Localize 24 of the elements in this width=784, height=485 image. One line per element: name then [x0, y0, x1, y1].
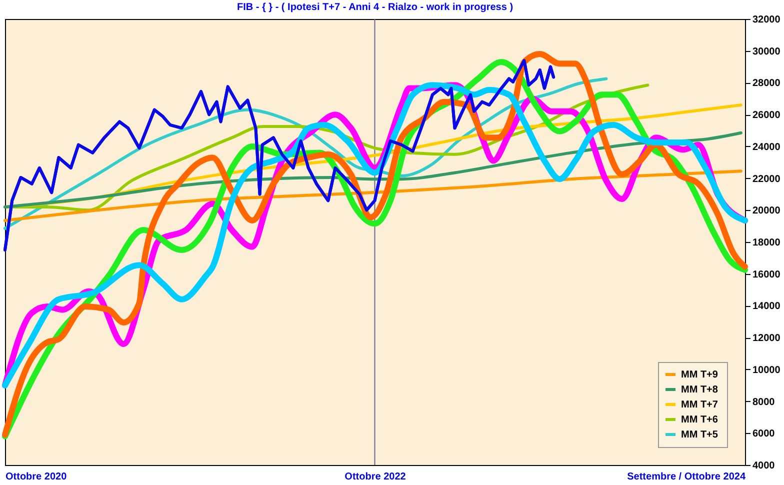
legend-label: MM T+5: [681, 430, 718, 440]
y-tick-label: 6000: [752, 428, 776, 440]
chart-title: FIB - { } - ( Ipotesi T+7 - Anni 4 - Rialzo - work in progress ): [236, 2, 514, 13]
legend-label: MM T+6: [681, 414, 718, 426]
y-tick-label: 22000: [752, 174, 781, 185]
legend-label: MM T+8: [681, 384, 718, 396]
y-tick-label: 32000: [752, 14, 781, 26]
x-tick-label: Ottobre 2022: [344, 472, 406, 482]
y-tick-label: 24000: [752, 142, 781, 153]
y-tick-label: 8000: [752, 396, 776, 408]
y-tick-label: 28000: [752, 78, 781, 90]
y-tick-label: 20000: [752, 206, 781, 217]
legend-label: MM T+9: [681, 370, 718, 380]
y-tick-label: 14000: [752, 301, 781, 312]
y-tick-label: 12000: [752, 333, 781, 344]
y-tick-label: 26000: [752, 110, 781, 122]
y-tick-label: 4000: [752, 460, 776, 472]
legend-label: MM T+7: [681, 400, 718, 410]
y-tick-label: 10000: [752, 364, 781, 376]
y-tick-label: 16000: [752, 269, 781, 280]
x-tick-label: Ottobre 2020: [6, 472, 68, 482]
x-tick-label: Settembre / Ottobre 2024: [627, 472, 746, 482]
y-tick-label: 18000: [752, 238, 781, 248]
y-tick-label: 30000: [752, 46, 781, 58]
